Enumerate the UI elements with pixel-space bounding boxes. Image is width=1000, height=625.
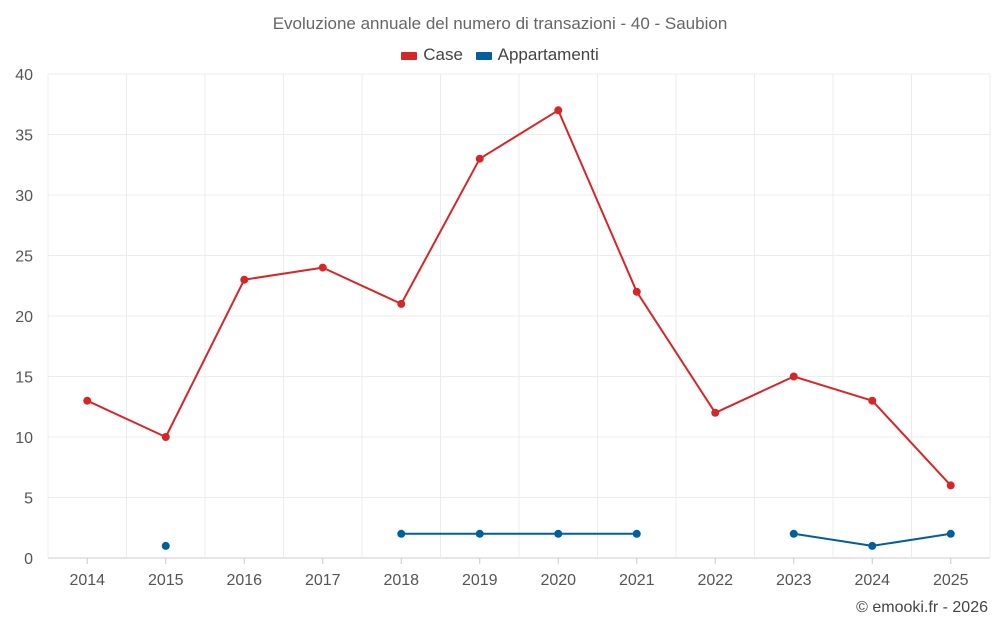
data-point-case xyxy=(161,433,170,441)
x-tick-label: 2019 xyxy=(462,572,498,589)
chart-legend: Case Appartamenti xyxy=(0,45,1000,65)
data-point-appartamenti xyxy=(397,529,406,538)
data-point-case xyxy=(240,275,249,284)
data-point-case xyxy=(946,481,955,490)
y-tick-label: 15 xyxy=(15,370,33,387)
data-point-appartamenti xyxy=(632,529,641,538)
x-tick-label: 2017 xyxy=(305,572,341,589)
legend-item-appartamenti[interactable]: Appartamenti xyxy=(475,45,599,65)
data-point-appartamenti xyxy=(475,529,484,538)
y-tick-label: 25 xyxy=(15,249,33,266)
data-point-case xyxy=(711,408,720,417)
data-point-appartamenti xyxy=(789,529,798,538)
data-point-case xyxy=(83,396,92,405)
x-tick-label: 2022 xyxy=(697,572,733,589)
y-tick-label: 35 xyxy=(15,128,33,145)
y-tick-label: 10 xyxy=(15,430,33,447)
data-point-appartamenti xyxy=(554,529,563,538)
data-point-appartamenti xyxy=(946,529,955,538)
y-tick-label: 20 xyxy=(15,309,33,326)
data-point-case xyxy=(475,154,484,163)
legend-label-appartamenti: Appartamenti xyxy=(497,45,599,64)
data-point-case xyxy=(632,287,641,296)
legend-label-case: Case xyxy=(423,45,463,64)
y-tick-label: 30 xyxy=(15,188,33,205)
x-tick-label: 2021 xyxy=(619,572,655,589)
chart-title: Evoluzione annuale del numero di transaz… xyxy=(272,14,728,33)
legend-swatch-appartamenti xyxy=(475,51,492,60)
x-tick-label: 2025 xyxy=(933,572,969,589)
series-line-case xyxy=(86,109,952,487)
x-tick-label: 2015 xyxy=(148,572,184,589)
x-tick-label: 2023 xyxy=(776,572,812,589)
data-point-case xyxy=(868,396,877,405)
copyright-footer: © emooki.fr - 2026 xyxy=(856,599,988,616)
data-point-appartamenti xyxy=(868,541,877,550)
y-tick-label: 0 xyxy=(24,551,33,568)
x-tick-label: 2016 xyxy=(226,572,262,589)
x-tick-label: 2024 xyxy=(854,572,890,589)
y-tick-label: 5 xyxy=(24,491,33,508)
x-tick-label: 2014 xyxy=(69,572,105,589)
y-tick-label: 40 xyxy=(15,67,33,84)
data-point-case xyxy=(397,299,406,308)
legend-swatch-case xyxy=(401,51,418,60)
data-point-case xyxy=(789,372,798,381)
data-point-case xyxy=(554,106,563,115)
data-point-case xyxy=(318,263,327,272)
x-tick-label: 2018 xyxy=(383,572,419,589)
data-point-appartamenti xyxy=(161,541,170,550)
x-tick-label: 2020 xyxy=(540,572,576,589)
legend-item-case[interactable]: Case xyxy=(401,45,463,65)
